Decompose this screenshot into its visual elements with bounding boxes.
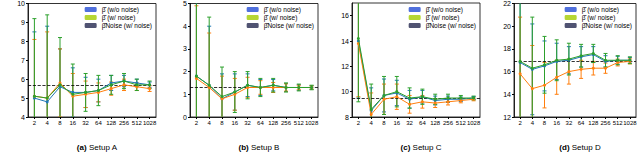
svg-text:β̂ (w/ noise): β̂ (w/ noise) [102,14,136,22]
svg-text:4: 4 [183,23,187,30]
svg-text:9: 9 [21,19,25,26]
svg-text:64: 64 [257,120,264,126]
svg-text:14: 14 [341,38,349,45]
svg-text:β̂Noise (w/ noise): β̂Noise (w/ noise) [102,22,152,30]
svg-text:512: 512 [132,120,143,126]
svg-text:16: 16 [393,120,400,126]
svg-text:8: 8 [220,120,224,126]
svg-text:(a): (a) [77,143,87,152]
svg-text:128: 128 [588,120,599,126]
svg-text:β̂Noise (w/ noise): β̂Noise (w/ noise) [582,22,632,30]
svg-text:2: 2 [33,120,37,126]
svg-text:256: 256 [119,120,130,126]
svg-text:β̂ (w/o noise): β̂ (w/o noise) [102,6,139,14]
svg-text:β̂ (w/ noise): β̂ (w/ noise) [264,14,298,22]
svg-text:16: 16 [341,12,349,19]
svg-text:6: 6 [21,76,25,83]
svg-text:β̂ (w/ noise): β̂ (w/ noise) [582,14,616,22]
svg-text:16: 16 [553,120,560,126]
svg-text:7: 7 [21,57,25,64]
svg-text:β̂ (w/o noise): β̂ (w/o noise) [426,6,463,14]
svg-text:2: 2 [183,68,187,75]
svg-text:Setup C: Setup C [410,143,441,152]
svg-text:2: 2 [518,120,522,126]
svg-text:1028: 1028 [467,120,481,126]
svg-text:4: 4 [208,120,212,126]
svg-text:64: 64 [419,120,426,126]
svg-text:64: 64 [578,120,585,126]
svg-text:β̂ (w/ noise): β̂ (w/ noise) [426,14,460,22]
svg-text:8: 8 [543,120,547,126]
svg-text:(c): (c) [401,143,411,152]
svg-text:5: 5 [183,0,187,7]
svg-text:β̂Noise (w/ noise): β̂Noise (w/ noise) [426,22,476,30]
svg-text:256: 256 [443,120,454,126]
svg-text:2: 2 [195,120,199,126]
svg-text:1028: 1028 [623,120,637,126]
svg-text:2: 2 [357,120,361,126]
svg-text:Setup A: Setup A [87,143,118,152]
svg-text:1: 1 [183,91,187,98]
svg-text:32: 32 [406,120,413,126]
svg-text:4: 4 [46,120,50,126]
svg-text:512: 512 [294,120,305,126]
svg-text:8: 8 [58,120,62,126]
svg-text:5: 5 [21,95,25,102]
svg-text:18: 18 [503,45,511,52]
svg-text:4: 4 [370,120,374,126]
svg-text:β̂ (w/o noise): β̂ (w/o noise) [264,6,301,14]
svg-text:(b): (b) [239,143,250,152]
svg-text:16: 16 [231,120,238,126]
svg-text:β̂Noise (w/ noise): β̂Noise (w/ noise) [264,22,314,30]
svg-text:256: 256 [281,120,292,126]
svg-text:1028: 1028 [143,120,157,126]
svg-text:1028: 1028 [305,120,319,126]
svg-text:512: 512 [613,120,624,126]
svg-text:Setup B: Setup B [249,143,280,152]
svg-text:20: 20 [503,23,511,30]
svg-text:128: 128 [430,120,441,126]
svg-text:4: 4 [531,120,535,126]
svg-text:64: 64 [95,120,102,126]
svg-text:128: 128 [106,120,117,126]
svg-text:256: 256 [600,120,611,126]
svg-text:16: 16 [69,120,76,126]
svg-text:(d): (d) [559,143,570,152]
svg-text:14: 14 [503,91,511,98]
svg-text:32: 32 [244,120,251,126]
svg-text:10: 10 [341,88,349,95]
svg-text:512: 512 [456,120,467,126]
svg-text:12: 12 [341,63,349,70]
svg-text:32: 32 [566,120,573,126]
svg-text:Setup D: Setup D [570,143,601,152]
svg-text:128: 128 [268,120,279,126]
svg-text:32: 32 [82,120,89,126]
svg-text:0: 0 [183,114,187,121]
svg-text:8: 8 [345,114,349,121]
svg-text:3: 3 [183,45,187,52]
svg-text:16: 16 [503,68,511,75]
svg-text:8: 8 [382,120,386,126]
svg-text:4: 4 [21,114,25,121]
svg-text:10: 10 [17,0,25,7]
svg-text:β̂ (w/o noise): β̂ (w/o noise) [582,6,619,14]
svg-text:8: 8 [21,38,25,45]
svg-text:22: 22 [503,0,511,7]
svg-text:12: 12 [503,114,511,121]
